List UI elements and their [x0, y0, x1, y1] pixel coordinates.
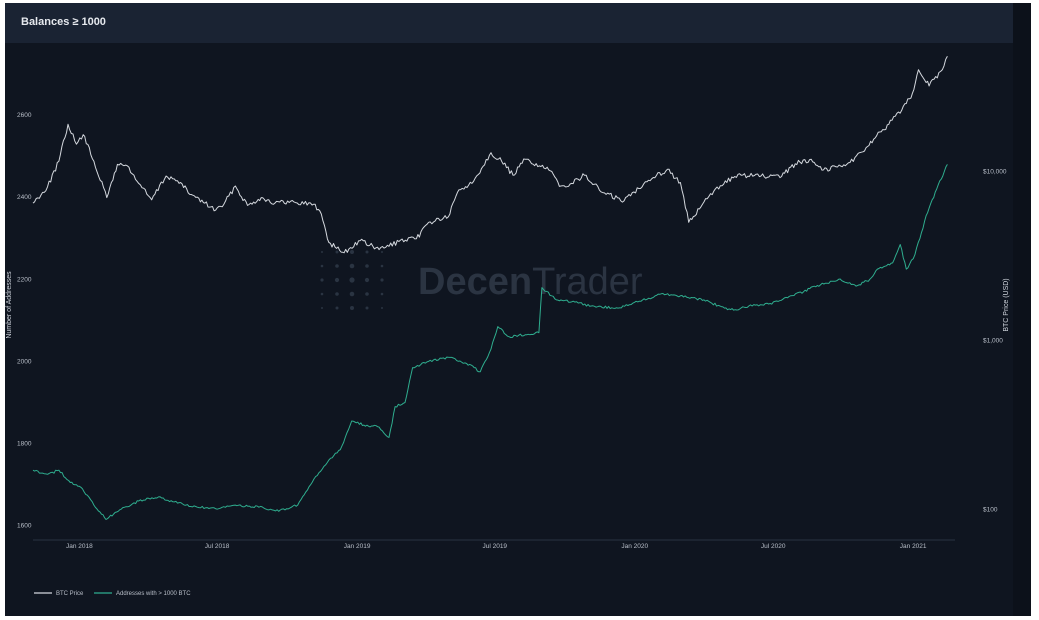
watermark-logo-dot [335, 264, 339, 268]
watermark-text: DecenTrader [418, 261, 643, 303]
watermark-logo-dot [321, 251, 323, 253]
watermark-logo-dot [335, 306, 339, 310]
y-left-tick-label: 2200 [17, 276, 32, 283]
watermark-logo-dot [350, 306, 354, 310]
watermark-logo-dot [365, 264, 369, 268]
x-tick-label: Jan 2019 [344, 543, 371, 550]
watermark-logo-dot [335, 250, 339, 254]
legend[interactable]: BTC Price Addresses with > 1000 BTC [34, 591, 191, 597]
y-left-tick-label: 2400 [17, 194, 32, 201]
panel-right-border [1013, 3, 1031, 616]
watermark-logo-dot [349, 263, 355, 269]
x-tick-label: Jul 2019 [482, 543, 507, 550]
axes: Jan 2018 Jul 2018 Jan 2019 Jul 2019 Jan 2020… [6, 112, 1010, 550]
legend-item-addresses[interactable]: Addresses with > 1000 BTC [116, 591, 191, 597]
x-tick-label: Jan 2018 [66, 543, 93, 550]
x-tick-label: Jan 2021 [900, 543, 927, 550]
watermark-logo-dot [334, 277, 340, 283]
x-tick-label: Jul 2020 [761, 543, 786, 550]
series-line-addresses [32, 164, 948, 520]
watermark-logo-dot [380, 278, 384, 282]
watermark-logo-dot [364, 277, 370, 283]
watermark-logo-dot [381, 251, 383, 253]
watermark-logo-dot [381, 307, 383, 309]
watermark-logo-dot [349, 291, 355, 297]
x-tick-label: Jul 2018 [205, 543, 230, 550]
chart-header: Balances ≥ 1000 [5, 3, 1013, 43]
y-left-tick-label: 1600 [17, 523, 32, 530]
watermark-logo-dot [335, 292, 339, 296]
watermark-logo-dot [320, 264, 324, 268]
y-right-tick-label: $100 [983, 507, 998, 514]
y-right-tick-label: $10,000 [983, 168, 1007, 175]
legend-item-btc-price[interactable]: BTC Price [56, 591, 84, 597]
watermark-logo-dot [365, 306, 369, 310]
y-left-tick-label: 2000 [17, 358, 32, 365]
watermark-logo-dot [380, 292, 384, 296]
y-right-axis-title: BTC Price (USD) [1003, 278, 1010, 331]
chart-panel: Balances ≥ 1000 [5, 3, 1031, 616]
watermark-logo-dot [350, 250, 354, 254]
y-left-tick-label: 1800 [17, 441, 32, 448]
watermark-logo-dot [365, 292, 369, 296]
watermark-logo-dot [365, 250, 369, 254]
watermark-logo-dot [380, 264, 384, 268]
chart-title: Balances ≥ 1000 [21, 16, 106, 28]
watermark-logo-dot [321, 307, 323, 309]
watermark-logo-dot [320, 278, 324, 282]
x-tick-label: Jan 2020 [621, 543, 648, 550]
series-lines [32, 56, 948, 520]
watermark-logo-dot [320, 292, 324, 296]
series-line-btc-price [32, 56, 948, 254]
y-left-axis-title: Number of Addresses [6, 271, 13, 339]
watermark-logo-dot [349, 277, 355, 283]
y-right-tick-label: $1,000 [983, 338, 1003, 345]
decentrader-watermark: DecenTrader [320, 250, 643, 310]
y-left-tick-label: 2600 [17, 112, 32, 119]
